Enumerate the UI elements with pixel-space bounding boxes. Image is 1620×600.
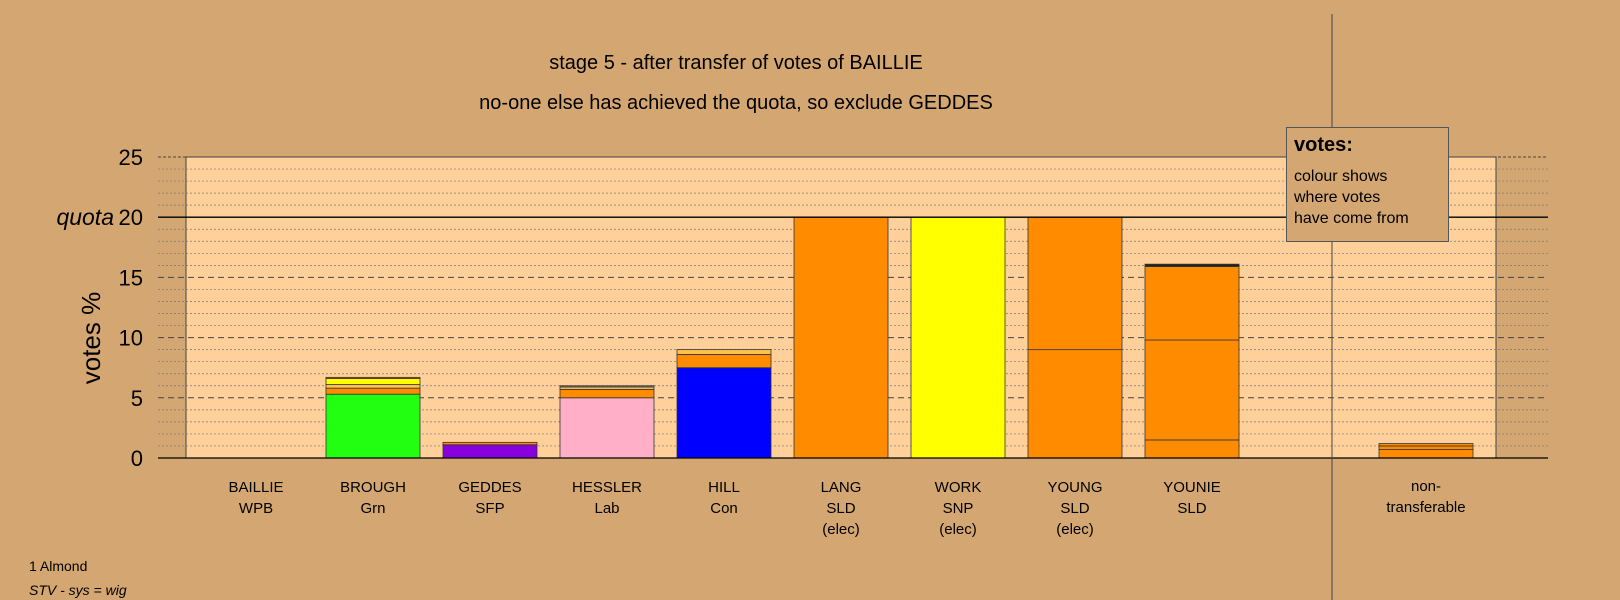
party-label: transferable	[1386, 499, 1466, 516]
bar-segment	[676, 367, 772, 459]
candidate-name: non-	[1410, 478, 1442, 495]
category-label: YOUNG SLD (elec)	[1015, 477, 1135, 540]
category-label: BAILLIE WPB	[196, 477, 316, 519]
bar-segment	[1027, 349, 1123, 459]
y-tick-label: 10	[119, 326, 143, 351]
bars	[325, 216, 1474, 459]
status-label: (elec)	[939, 521, 977, 538]
candidate-name: BROUGH	[340, 479, 406, 496]
category-label: GEDDES SFP	[430, 477, 550, 519]
footer-constituency: 1 Almond	[29, 558, 88, 574]
candidate-name: GEDDES	[458, 479, 522, 496]
party-label: SLD	[1177, 500, 1207, 517]
status-label: (elec)	[1056, 521, 1094, 538]
bar-segment	[325, 378, 421, 385]
bar-segment	[1378, 443, 1474, 447]
legend-line: have come from	[1294, 210, 1409, 227]
y-tick-label: 0	[131, 446, 143, 471]
category-label: YOUNIE SLD	[1132, 477, 1252, 519]
party-label: SNP	[942, 500, 974, 517]
legend-title: votes:	[1294, 134, 1353, 156]
bar-segment	[1378, 449, 1474, 459]
quota-label: quota	[56, 204, 114, 230]
bar-segment	[676, 349, 772, 355]
bar-segment	[559, 397, 655, 459]
y-axis-label: votes %	[76, 292, 106, 385]
bar-segment	[1027, 216, 1123, 351]
bar-segment	[1144, 439, 1240, 459]
legend: votes: colour shows where votes have com…	[1286, 127, 1449, 242]
footer-system: STV - sys = wig	[29, 582, 127, 598]
legend-line: where votes	[1294, 189, 1381, 206]
category-label: WORK SNP (elec)	[898, 477, 1018, 540]
party-label: SLD	[826, 500, 856, 517]
y-tick-label: 20	[119, 205, 143, 230]
y-tick-label: 15	[119, 265, 143, 290]
legend-line: colour shows	[1294, 168, 1388, 185]
bar-segment	[325, 384, 421, 389]
party-label: Con	[710, 500, 738, 517]
bar-segment	[325, 387, 421, 395]
party-label: SFP	[475, 500, 505, 517]
candidate-name: HESSLER	[571, 479, 643, 496]
party-label: Grn	[360, 500, 386, 517]
candidate-name: YOUNIE	[1163, 479, 1221, 496]
bar-segment	[442, 441, 538, 446]
bar-segment	[325, 376, 421, 379]
bar-segment	[559, 388, 655, 399]
category-label: HILL Con	[664, 477, 784, 519]
category-label: LANG SLD (elec)	[781, 477, 901, 540]
category-label: HESSLER Lab	[547, 477, 667, 519]
party-label: WPB	[238, 500, 274, 517]
party-label: SLD	[1060, 500, 1090, 517]
bar-segment	[793, 216, 889, 459]
bar-segment	[910, 216, 1006, 459]
bar-segment	[676, 354, 772, 369]
axes: 0 5 10 15 20 25 quota votes %	[56, 14, 1548, 600]
bar-segment	[559, 385, 655, 388]
bar-segment	[325, 393, 421, 459]
bar-segment	[1144, 339, 1240, 441]
bar-segment	[1144, 263, 1240, 267]
y-tick-label: 25	[119, 145, 143, 170]
y-tick-label: 5	[131, 386, 143, 411]
category-label: BROUGH Grn	[313, 477, 433, 519]
bar-segment	[1378, 445, 1474, 450]
chart-subtitle: no-one else has achieved the quota, so e…	[479, 92, 993, 114]
party-label: Lab	[594, 500, 620, 517]
candidate-name: WORK	[934, 479, 982, 496]
candidate-name: BAILLIE	[228, 479, 284, 496]
chart-title: stage 5 - after transfer of votes of BAI…	[549, 52, 923, 74]
bar-segment	[1144, 266, 1240, 341]
candidate-name: LANG	[820, 479, 862, 496]
candidate-name: YOUNG	[1047, 479, 1103, 496]
status-label: (elec)	[822, 521, 860, 538]
candidate-name: HILL	[708, 479, 740, 496]
category-label: non-transferable	[1366, 476, 1486, 518]
bar-segment	[442, 444, 538, 459]
